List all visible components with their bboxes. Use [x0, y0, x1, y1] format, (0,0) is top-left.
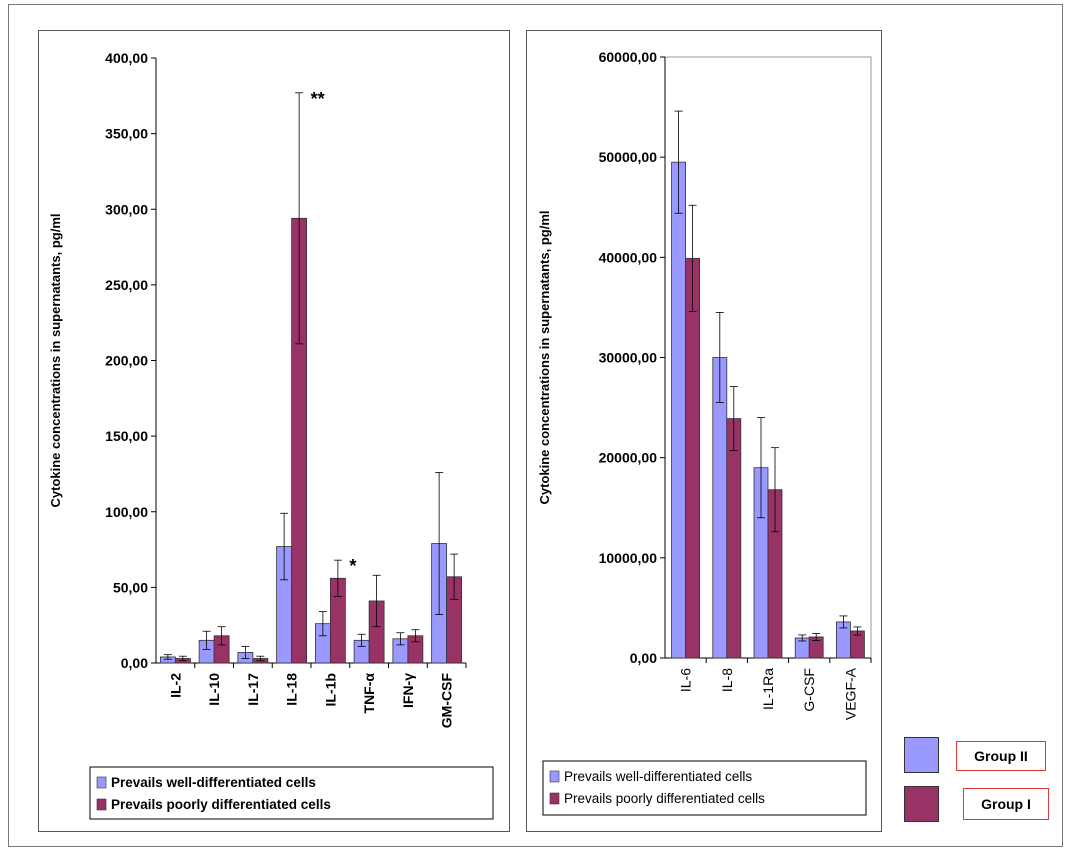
- y-tick-label: 60000,00: [599, 49, 658, 65]
- y-tick-label: 100,00: [105, 504, 148, 520]
- x-tick-label: IFN-γ: [400, 673, 416, 708]
- x-tick-label: GM-CSF: [439, 673, 455, 729]
- x-tick-label: IL-1b: [322, 673, 338, 706]
- x-tick-label: IL-17: [245, 673, 261, 706]
- y-tick-label: 250,00: [105, 277, 148, 293]
- legend-swatch-poor: [549, 792, 560, 805]
- x-tick-label: IL-1Ra: [760, 668, 776, 710]
- y-tick-label: 0,00: [630, 650, 657, 666]
- y-tick-label: 0,00: [121, 655, 148, 671]
- y-tick-label: 50,00: [113, 579, 148, 595]
- y-tick-label: 40000,00: [599, 249, 658, 265]
- x-tick-label: IL-10: [206, 673, 222, 706]
- y-tick-label: 350,00: [105, 126, 148, 142]
- x-tick-label: IL-6: [678, 668, 694, 692]
- x-tick-label: VEGF-A: [842, 667, 858, 720]
- y-tick-label: 300,00: [105, 201, 148, 217]
- group-ii-label: Group II: [956, 741, 1046, 771]
- y-tick-label: 400,00: [105, 50, 148, 66]
- legend-swatch-well: [96, 776, 107, 789]
- legend-box: [89, 766, 494, 820]
- bar-il-6-poor: [685, 257, 701, 659]
- y-axis-label: Cytokine concentrations in supernatants,…: [537, 211, 552, 505]
- legend-box: [542, 760, 867, 816]
- group-i-swatch: [904, 786, 939, 822]
- y-tick-label: 20000,00: [599, 450, 658, 466]
- right-chart: 0,00 10000,00 20000,00 30000,00 40000,00 5000…: [537, 49, 872, 816]
- legend-label-poor: Prevails poorly differentiated cells: [564, 791, 765, 806]
- legend-label-well: Prevails well-differentiated cells: [564, 769, 752, 784]
- significance-marker: *: [349, 556, 356, 576]
- significance-marker: **: [311, 89, 325, 109]
- y-tick-label: 10000,00: [599, 550, 658, 566]
- bar-il-8-poor: [726, 418, 742, 659]
- left-chart-panel: 0,00 50,00 100,00 150,00 200,00 250,00 300,00 3…: [38, 30, 510, 832]
- x-tick-label: IL-2: [167, 673, 183, 698]
- y-tick-label: 150,00: [105, 428, 148, 444]
- x-tick-label: TNF-α: [361, 673, 377, 714]
- x-tick-label: G-CSF: [801, 668, 817, 712]
- y-tick-label: 200,00: [105, 353, 148, 369]
- left-chart: 0,00 50,00 100,00 150,00 200,00 250,00 300,00 3…: [48, 50, 494, 820]
- bar-il-6-well: [671, 161, 687, 659]
- y-axis-label: Cytokine concentrations in supernatants,…: [48, 214, 63, 508]
- legend-label-poor: Prevails poorly differentiated cells: [111, 797, 331, 812]
- legend-label-well: Prevails well-differentiated cells: [111, 775, 316, 790]
- x-tick-label: IL-8: [719, 668, 735, 692]
- right-chart-panel: 0,00 10000,00 20000,00 30000,00 40000,00 5000…: [526, 30, 882, 832]
- y-tick-label: 50000,00: [599, 149, 658, 165]
- x-tick-label: IL-18: [284, 673, 300, 706]
- group-i-label: Group I: [963, 788, 1049, 820]
- legend-swatch-well: [549, 770, 560, 783]
- figure-frame: [8, 4, 1063, 847]
- legend-swatch-poor: [96, 798, 107, 811]
- group-ii-swatch: [904, 737, 939, 773]
- y-tick-label: 30000,00: [599, 350, 658, 366]
